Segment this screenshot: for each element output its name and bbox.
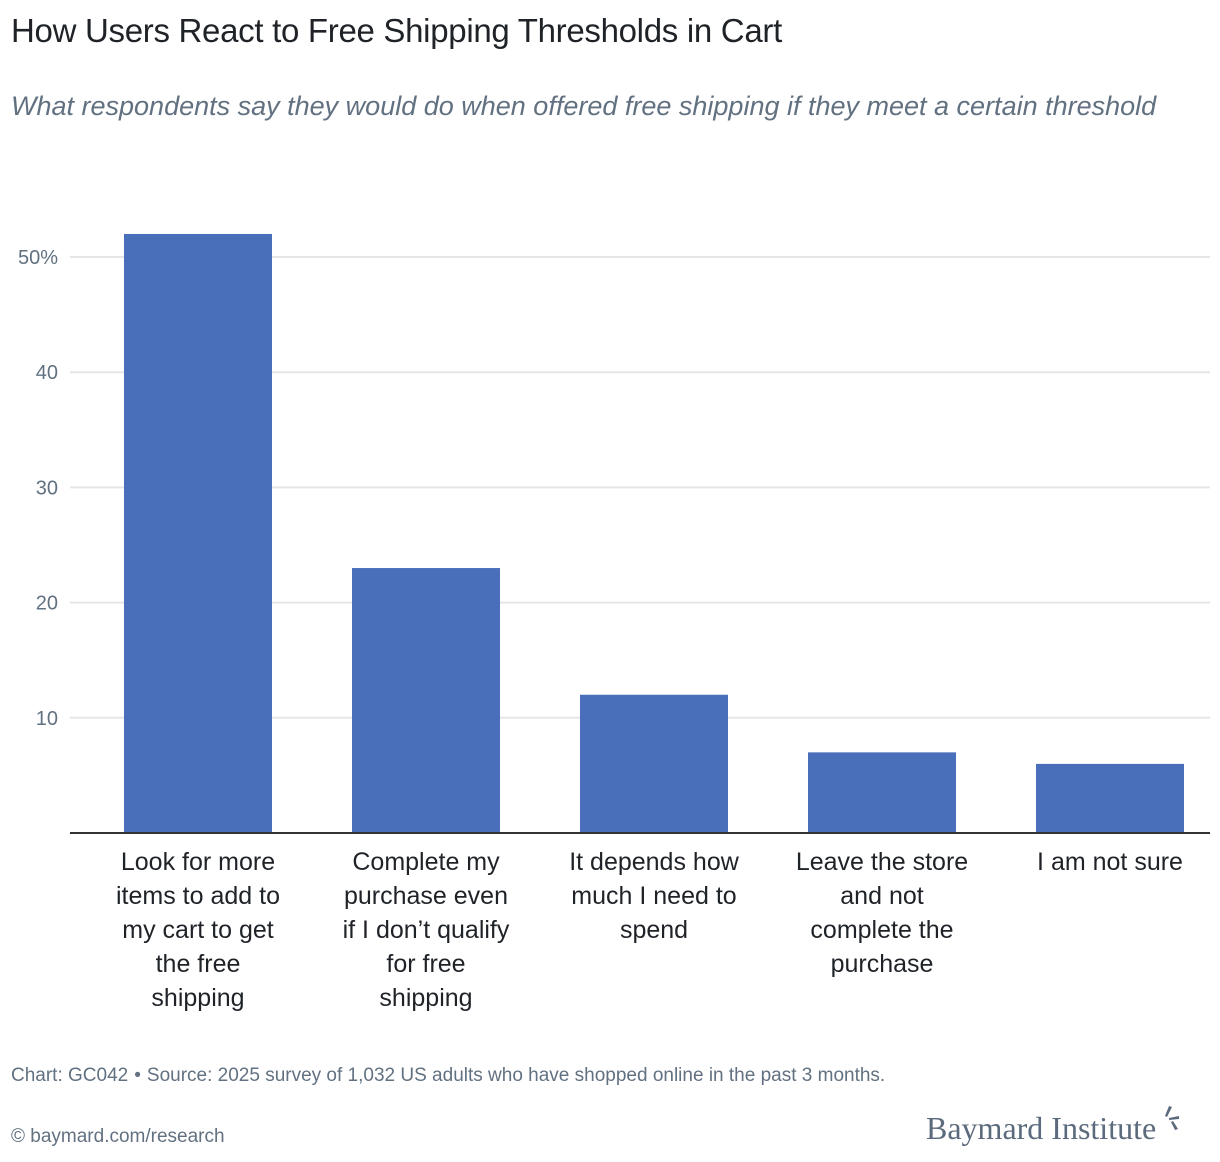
x-category-label-line: much I need to — [571, 882, 736, 910]
x-category-label-line: and not — [840, 882, 923, 910]
y-tick-label: 40 — [36, 362, 58, 384]
x-category-label: It depends how much I need to spend — [569, 848, 740, 944]
x-category-label-line: the free — [156, 950, 241, 978]
chart-footer: Chart: GC042 • Source: 2025 survey of 1,03… — [11, 1062, 891, 1089]
y-tick-label: 50% — [18, 247, 58, 269]
y-tick-label: 20 — [36, 593, 58, 615]
chart-title: How Users React to Free Shipping Thresho… — [11, 12, 782, 49]
x-category-label-line: items to add to — [116, 882, 280, 910]
brand-logo: Baymard Institute — [926, 1106, 1181, 1147]
x-category-label-line: I am not sure — [1037, 848, 1183, 876]
bar — [1036, 763, 1184, 833]
bar — [580, 694, 728, 833]
x-category-label-line: complete the — [810, 916, 953, 944]
bar — [352, 568, 500, 833]
bar-chart: 10 20 30 40 50% Look for more items to add to… — [18, 233, 1210, 1012]
separator: • — [134, 1065, 141, 1086]
y-axis-ticks: 10 20 30 40 50% — [18, 247, 58, 730]
bar — [124, 233, 272, 833]
x-category-label-line: shipping — [379, 984, 472, 1012]
brand-mark-icon — [1165, 1106, 1180, 1130]
x-category-label-line: for free — [386, 950, 465, 978]
chart-subtitle: What respondents say they would do when … — [11, 91, 1157, 121]
x-category-label-line: spend — [620, 916, 688, 944]
bar — [808, 752, 956, 833]
y-tick-label: 10 — [36, 708, 58, 730]
x-category-label: I am not sure — [1037, 848, 1183, 876]
bars — [124, 233, 1184, 833]
x-category-label-line: shipping — [151, 984, 244, 1012]
x-axis-labels: Look for more items to add to my cart to g… — [116, 848, 1183, 1012]
brand-name: Baymard Institute — [926, 1110, 1157, 1146]
copyright-link[interactable]: © baymard.com/research — [11, 1126, 225, 1147]
source-note: Source: 2025 survey of 1,032 US adults w… — [146, 1065, 886, 1086]
x-category-label-line: my cart to get — [122, 916, 273, 944]
x-category-label-line: Look for more — [121, 848, 275, 876]
chart-id: Chart: GC042 — [11, 1065, 129, 1086]
x-category-label-line: purchase — [831, 950, 934, 978]
x-category-label-line: if I don’t qualify — [343, 916, 510, 944]
x-category-label-line: Complete my — [352, 848, 500, 876]
x-category-label: Look for more items to add to my cart to g… — [116, 848, 280, 1012]
y-tick-label: 30 — [36, 477, 58, 499]
x-category-label-line: Leave the store — [796, 848, 968, 876]
x-category-label-line: It depends how — [569, 848, 740, 876]
x-category-label-line: purchase even — [344, 882, 508, 910]
x-category-label: Complete my purchase even if I don’t quali… — [343, 848, 510, 1012]
x-category-label: Leave the store and not complete the purcha… — [796, 848, 968, 978]
